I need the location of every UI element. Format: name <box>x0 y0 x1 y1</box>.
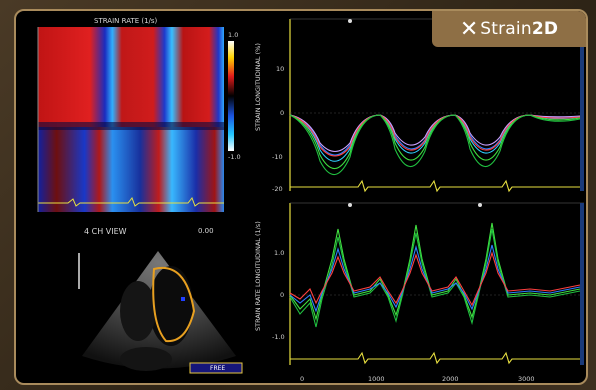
colormap-title: STRAIN RATE (1/s) <box>94 17 158 25</box>
echo-badge: FREE <box>210 365 226 372</box>
x-tick-1: 1000 <box>368 375 385 383</box>
strain-rate-tick-1: 0 <box>280 291 285 299</box>
echo-title: 4 CH VIEW <box>84 227 127 236</box>
echo-panel: 4 CH VIEW 0.00 FREE <box>26 223 248 381</box>
viewer-window: STRAIN RATE (1/s) <box>14 9 588 385</box>
strain-rate-tick-2: -1.0 <box>272 333 285 341</box>
strain-rate-plot[interactable] <box>250 199 586 369</box>
logo-brand: Strain <box>480 19 532 39</box>
echo-scale: 0.00 <box>198 227 214 235</box>
colorbar-top-label: 1.0 <box>228 31 239 39</box>
colorbar-bottom-label: -1.0 <box>228 153 241 161</box>
echo-image[interactable] <box>26 231 248 381</box>
strain-plot[interactable] <box>250 15 586 197</box>
strain-tick-1: 0 <box>280 109 285 117</box>
colormap-panel: STRAIN RATE (1/s) <box>28 17 241 217</box>
plots-area: STRAIN LONGITUDINAL (%) 10 <box>250 11 586 383</box>
colormap-image[interactable] <box>28 27 238 217</box>
x-tick-3: 3000 <box>518 375 535 383</box>
logo-suffix: 2D <box>531 19 559 39</box>
x-logo-icon: ✕ <box>459 16 479 42</box>
x-tick-0: 0 <box>300 375 305 383</box>
strain-tick-0: 10 <box>276 65 285 73</box>
strain-rate-tick-0: 1.0 <box>274 249 285 257</box>
xstrain2d-logo: ✕ Strain2D <box>432 11 586 47</box>
x-tick-2: 2000 <box>442 375 459 383</box>
strain-tick-3: -20 <box>272 185 283 193</box>
strain-tick-2: -10 <box>272 153 283 161</box>
